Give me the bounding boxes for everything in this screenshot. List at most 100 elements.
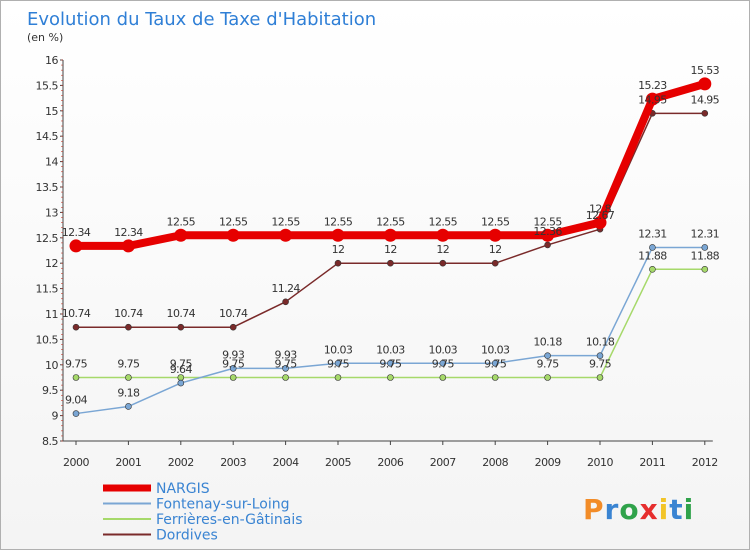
y-tick-label: 9 [52,410,59,423]
data-point [649,265,656,273]
data-label: 9.75 [432,358,455,371]
data-label: 12.67 [586,209,615,222]
data-label: 9.18 [117,386,140,399]
data-point [229,323,237,331]
data-label: 12.55 [481,215,510,228]
x-tick-label: 2012 [692,456,718,469]
x-tick-label: 2007 [430,456,456,469]
data-point [541,228,555,242]
data-point [645,92,659,106]
x-tick-label: 2004 [273,456,299,469]
data-label: 12.31 [691,227,720,240]
legend-label: Ferrières-en-Gâtinais [156,512,303,528]
data-point [701,265,709,273]
data-label: 12 [384,243,397,256]
data-label: 10.74 [62,307,91,320]
data-point [491,259,499,267]
data-point [383,228,397,242]
data-point [69,239,83,253]
data-label: 12.55 [167,215,196,228]
data-point [649,244,656,251]
data-label: 9.93 [275,348,298,361]
data-label: 9.04 [65,394,88,407]
x-tick-label: 2006 [377,456,403,469]
data-label: 10.74 [167,307,196,320]
legend: NARGISFontenay-sur-LoingFerrières-en-Gât… [103,481,303,544]
data-label: 12.55 [271,215,300,228]
data-point [125,323,132,331]
data-point [282,298,289,306]
data-point [439,374,447,381]
data-label: 12.31 [638,227,667,240]
axes: 8.5 9 9.5 10 10.5 11 11.5 12 12.5 13 13.5 14 14.5 15 1… [36,54,719,469]
data-label: 9.75 [170,358,193,371]
data-label: 9.75 [589,358,612,371]
data-point [387,359,394,367]
data-label: 10.03 [429,343,458,356]
y-tick-label: 10.5 [36,333,59,346]
y-tick-label: 9.5 [42,384,58,397]
data-label: 10.18 [533,336,562,349]
data-label: 12.34 [62,226,91,239]
x-tick-label: 2002 [168,456,194,469]
data-label: 10.74 [114,307,143,320]
data-point [436,228,450,242]
data-point [331,228,345,242]
data-point [491,374,499,381]
data-point [177,379,185,387]
data-point [72,410,80,417]
data-label: 9.75 [537,358,560,371]
data-label: 12.55 [376,215,405,228]
y-tick-label: 8.5 [42,435,58,448]
y-tick-label: 13 [45,206,58,219]
y-tick-label: 12.5 [36,232,59,245]
chart-subtitle: (en %) [27,31,63,44]
data-point [701,244,709,251]
data-point [226,228,240,242]
data-label: 12 [489,243,502,256]
data-label: 9.93 [222,348,245,361]
data-point [488,228,502,242]
data-label: 9.75 [484,358,507,371]
data-point [121,239,135,253]
x-tick-label: 2008 [482,456,508,469]
data-point [596,374,604,381]
data-label: 12.8 [589,203,612,216]
data-point [229,365,237,372]
data-point [279,228,293,242]
y-tick-label: 12 [45,257,58,270]
data-point [698,77,712,91]
data-label: 9.64 [170,363,193,376]
data-label: 12.55 [219,215,248,228]
data-label: 10.03 [376,343,405,356]
data-point [174,228,188,242]
data-label: 10.03 [481,343,510,356]
data-label: 11.24 [271,282,300,295]
y-tick-label: 16 [45,54,58,67]
data-label: 9.75 [275,358,298,371]
data-label: 9.75 [379,358,402,371]
data-label: 14.95 [638,93,667,106]
data-point [334,359,342,367]
x-tick-label: 2009 [535,456,561,469]
chart-title: Evolution du Taux de Taxe d'Habitation [27,9,376,30]
data-label: 12.34 [114,226,143,239]
y-tick-label: 15.5 [36,79,59,92]
data-label: 9.75 [327,358,350,371]
x-tick-label: 2000 [63,456,89,469]
x-tick-label: 2001 [115,456,141,469]
data-point [282,374,289,381]
data-point [282,365,289,372]
data-label: 10.74 [219,307,248,320]
data-point [387,374,394,381]
x-tick-label: 2005 [325,456,351,469]
data-point [439,259,447,267]
data-point [177,323,185,331]
data-label: 14.95 [691,93,720,106]
x-tick-label: 2003 [220,456,246,469]
data-label: 15.53 [691,64,720,77]
data-label: 11.88 [638,249,667,262]
data-label: 12 [332,243,345,256]
data-label: 12.55 [533,215,562,228]
data-point [72,323,80,331]
